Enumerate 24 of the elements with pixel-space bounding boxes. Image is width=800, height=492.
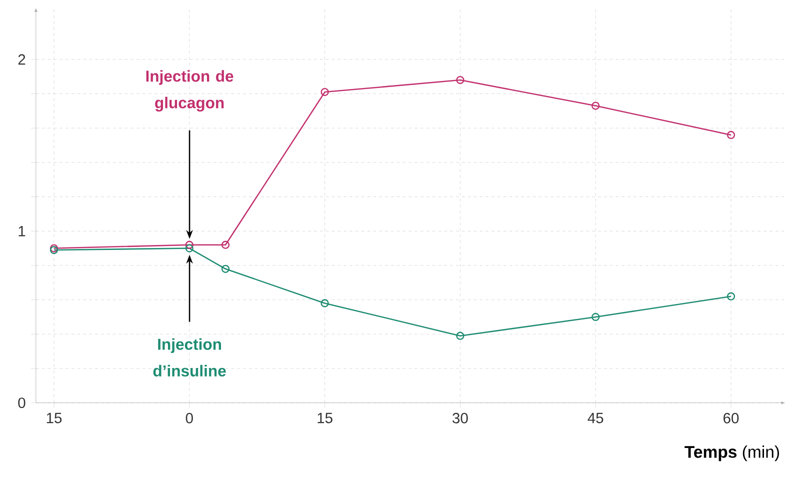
y-tick-label: 1 — [18, 226, 26, 236]
x-tick-label: 15 — [318, 412, 332, 424]
point — [456, 76, 464, 84]
annotation: Injection de glucagon — [146, 70, 234, 112]
point — [320, 299, 329, 308]
point — [726, 130, 736, 140]
point — [592, 102, 600, 110]
point — [221, 264, 230, 273]
y-tick-label: 0 — [18, 398, 26, 408]
point — [221, 240, 230, 249]
point — [185, 240, 194, 249]
annotation: Injection d’insuline — [153, 338, 226, 377]
x-tick-label: 0 — [186, 412, 193, 424]
x-axis-title: Temps (min) — [684, 446, 779, 462]
x-tick-label: 15 — [46, 412, 62, 424]
x-tick-label: 60 — [724, 412, 739, 424]
x-tick-label: 30 — [452, 412, 468, 424]
x-tick-label: 45 — [588, 412, 604, 424]
point — [456, 332, 464, 340]
y-tick-label: 2 — [18, 54, 26, 65]
point — [726, 292, 736, 300]
point — [185, 244, 194, 252]
point — [320, 88, 329, 96]
point — [592, 312, 600, 322]
